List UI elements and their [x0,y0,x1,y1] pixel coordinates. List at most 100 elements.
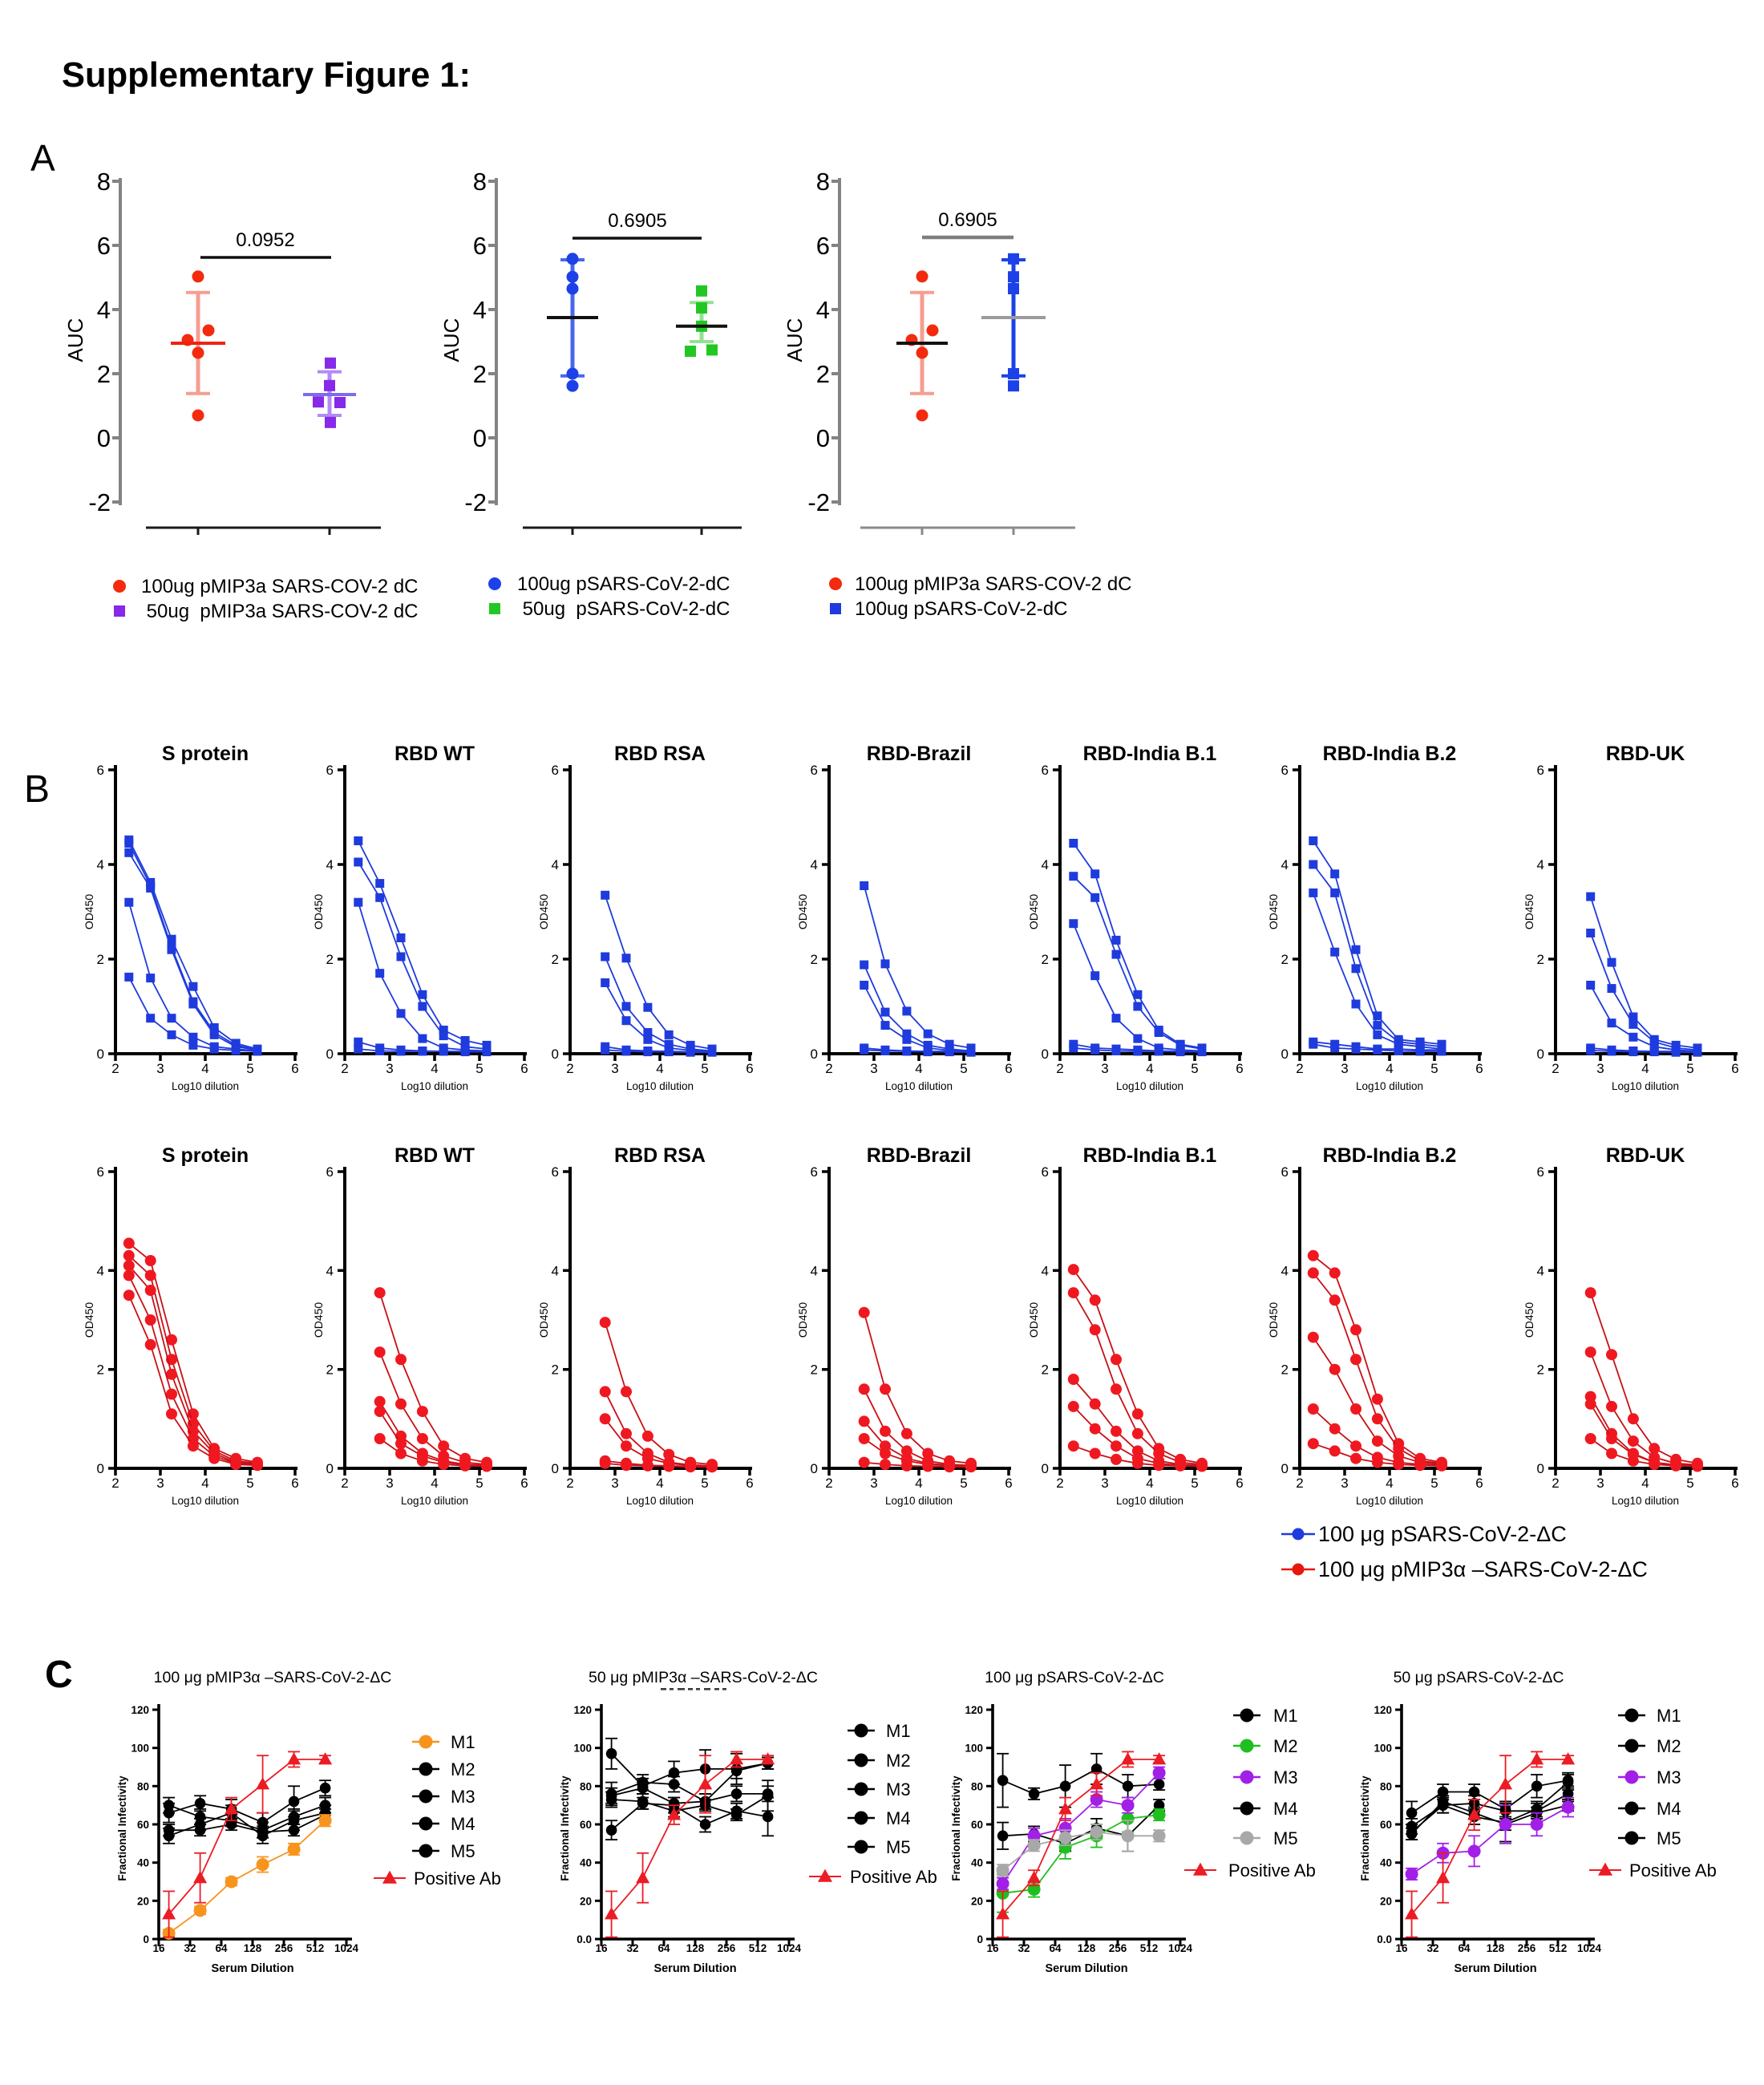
svg-text:4: 4 [1042,857,1049,872]
svg-text:RBD-India B.1: RBD-India B.1 [1083,743,1217,765]
svg-text:M5: M5 [451,1841,475,1861]
svg-text:2: 2 [1552,1061,1559,1076]
svg-text:80: 80 [1380,1780,1392,1792]
svg-text:S protein: S protein [162,743,249,765]
svg-text:128: 128 [244,1942,262,1954]
svg-text:Fractional Infectivity: Fractional Infectivity [116,1775,128,1881]
svg-text:Positive Ab: Positive Ab [414,1868,501,1889]
svg-text:S protein: S protein [162,1144,249,1167]
svg-text:RBD RSA: RBD RSA [614,743,706,765]
svg-text:4: 4 [326,857,334,872]
svg-text:Log10 dilution: Log10 dilution [401,1495,468,1507]
svg-text:2: 2 [473,360,487,388]
svg-text:6: 6 [1236,1476,1243,1491]
svg-text:Positive Ab: Positive Ab [1629,1860,1717,1881]
svg-text:120: 120 [573,1704,592,1716]
svg-text:RBD WT: RBD WT [394,743,475,765]
svg-text:4: 4 [816,296,830,324]
svg-text:100ug pMIP3a SARS-COV-2 dC: 100ug pMIP3a SARS-COV-2 dC [855,573,1132,595]
svg-text:2: 2 [326,1362,334,1378]
svg-text:0: 0 [326,1461,334,1476]
svg-text:OD450: OD450 [1267,894,1280,930]
svg-text:6: 6 [1537,1164,1544,1180]
svg-text:4: 4 [1641,1061,1649,1076]
svg-text:Log10 dilution: Log10 dilution [172,1495,239,1507]
svg-text:6: 6 [291,1476,298,1491]
svg-text:OD450: OD450 [312,1302,325,1338]
svg-text:3: 3 [1101,1476,1108,1491]
svg-text:C: C [45,1654,73,1696]
svg-text:OD450: OD450 [537,1302,550,1338]
svg-text:64: 64 [215,1942,228,1954]
svg-text:4: 4 [201,1061,208,1076]
svg-text:M1: M1 [1273,1706,1298,1726]
svg-text:0: 0 [326,1047,334,1062]
svg-text:100ug pMIP3a SARS-COV-2 dC: 100ug pMIP3a SARS-COV-2 dC [141,576,419,597]
svg-text:20: 20 [580,1895,592,1907]
svg-text:512: 512 [306,1942,325,1954]
svg-text:32: 32 [184,1942,196,1954]
svg-text:0: 0 [811,1461,818,1476]
svg-text:50ug pSARS-CoV-2-dC: 50ug pSARS-CoV-2-dC [517,598,730,620]
svg-text:0: 0 [1537,1047,1544,1062]
svg-text:4: 4 [811,857,818,872]
svg-text:6: 6 [1731,1061,1738,1076]
svg-text:3: 3 [1341,1476,1348,1491]
svg-text:RBD-India B.2: RBD-India B.2 [1323,743,1457,765]
svg-text:0: 0 [552,1047,559,1062]
svg-text:0: 0 [97,1461,104,1476]
svg-text:2: 2 [1296,1061,1303,1076]
svg-text:64: 64 [1049,1942,1062,1954]
svg-text:20: 20 [137,1895,149,1907]
svg-text:0: 0 [816,424,830,452]
svg-text:120: 120 [965,1704,983,1716]
svg-text:OD450: OD450 [1267,1302,1280,1338]
svg-text:4: 4 [431,1476,438,1491]
svg-text:3: 3 [386,1476,393,1491]
svg-text:40: 40 [137,1857,149,1869]
svg-text:2: 2 [1552,1476,1559,1491]
svg-text:2: 2 [326,952,334,967]
svg-text:6: 6 [1281,1164,1289,1180]
svg-text:5: 5 [1686,1061,1693,1076]
svg-text:20: 20 [971,1895,983,1907]
svg-text:M2: M2 [1273,1736,1298,1756]
svg-text:2: 2 [341,1061,348,1076]
svg-text:Log10 dilution: Log10 dilution [885,1080,953,1092]
svg-text:6: 6 [811,763,818,778]
svg-text:2: 2 [566,1061,573,1076]
svg-text:256: 256 [1518,1942,1536,1954]
svg-text:0: 0 [473,424,487,452]
svg-text:6: 6 [746,1061,753,1076]
svg-text:256: 256 [718,1942,736,1954]
svg-text:128: 128 [1078,1942,1096,1954]
svg-text:512: 512 [749,1942,767,1954]
svg-text:6: 6 [326,763,334,778]
svg-text:Serum Dilution: Serum Dilution [211,1962,293,1975]
svg-text:RBD-India B.1: RBD-India B.1 [1083,1144,1217,1167]
svg-text:M5: M5 [1273,1828,1298,1848]
svg-text:1024: 1024 [777,1942,802,1954]
svg-text:6: 6 [746,1476,753,1491]
svg-text:RBD-Brazil: RBD-Brazil [867,743,972,765]
svg-text:50 μg pSARS-CoV-2-ΔC: 50 μg pSARS-CoV-2-ΔC [1394,1669,1564,1686]
svg-text:8: 8 [816,168,830,196]
svg-text:3: 3 [611,1061,618,1076]
svg-text:A: A [30,137,55,179]
svg-text:4: 4 [326,1263,334,1278]
svg-text:6: 6 [1537,763,1544,778]
svg-text:M4: M4 [1657,1799,1681,1819]
svg-text:M3: M3 [1657,1767,1681,1787]
svg-text:4: 4 [1281,857,1289,872]
svg-text:0.6905: 0.6905 [608,210,666,232]
svg-text:3: 3 [1596,1476,1604,1491]
svg-text:Log10 dilution: Log10 dilution [626,1495,694,1507]
svg-text:16: 16 [595,1942,608,1954]
svg-text:4: 4 [656,1476,663,1491]
svg-text:5: 5 [246,1061,253,1076]
svg-text:16: 16 [1395,1942,1408,1954]
svg-text:3: 3 [611,1476,618,1491]
svg-text:0: 0 [1042,1461,1049,1476]
svg-text:0: 0 [1537,1461,1544,1476]
svg-text:6: 6 [326,1164,334,1180]
